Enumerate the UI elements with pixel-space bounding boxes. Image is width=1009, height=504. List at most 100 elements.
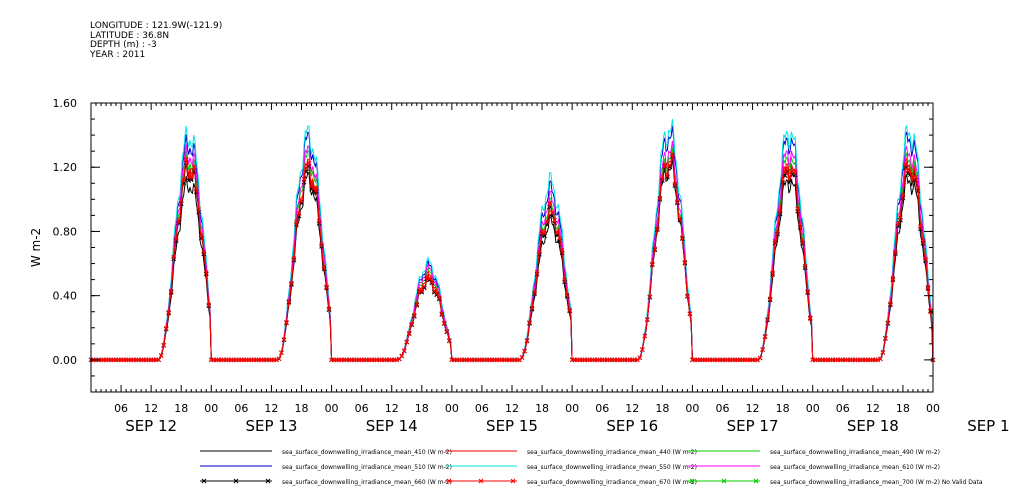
data-point-marker <box>682 260 688 265</box>
data-point-marker <box>805 289 811 294</box>
series-line-7 <box>88 151 936 363</box>
data-point-marker <box>642 333 648 339</box>
x-tick-label: 06 <box>595 402 609 415</box>
series-path <box>91 155 934 361</box>
legend-item: sea_surface_downwelling_irradiance_mean_… <box>445 449 697 456</box>
data-point-marker <box>411 313 417 318</box>
data-point-marker <box>649 261 655 267</box>
data-point-marker <box>173 236 179 241</box>
data-point-marker <box>188 174 194 179</box>
data-point-marker <box>446 338 452 343</box>
legend-label: sea_surface_downwelling_irradiance_mean_… <box>770 449 940 456</box>
series-line-0 <box>91 159 934 361</box>
data-point-marker <box>439 311 445 316</box>
data-point-marker <box>306 160 312 166</box>
data-point-marker <box>923 256 928 262</box>
data-point-marker <box>775 229 780 235</box>
series-line-3 <box>91 125 934 361</box>
data-point-marker <box>191 164 197 170</box>
x-day-label: SEP 16 <box>606 417 658 435</box>
x-day-label: SEP 15 <box>486 417 538 435</box>
x-tick-label: 18 <box>295 402 309 415</box>
data-point-marker <box>770 270 775 276</box>
data-point-marker <box>665 173 670 179</box>
data-point-marker <box>424 274 430 280</box>
data-point-marker <box>206 302 212 308</box>
data-point-marker <box>522 348 527 354</box>
data-point-marker <box>677 216 683 222</box>
x-tick-label: 18 <box>655 402 669 415</box>
data-point-marker <box>888 301 893 307</box>
data-point-marker <box>797 222 803 228</box>
legend-label: sea_surface_downwelling_irradiance_mean_… <box>527 464 697 471</box>
x-tick-label: 00 <box>565 402 579 415</box>
data-point-marker <box>657 195 663 201</box>
x-day-label: SEP 19 <box>967 417 1009 435</box>
x-tick-label: 18 <box>535 402 549 415</box>
x-tick-label: 12 <box>746 402 760 415</box>
series-path <box>91 125 934 361</box>
data-point-marker <box>757 355 763 361</box>
data-point-marker <box>406 330 412 336</box>
data-point-marker <box>567 307 572 313</box>
data-point-marker <box>203 270 209 275</box>
data-point-marker <box>434 291 440 296</box>
data-point-marker <box>404 339 410 345</box>
x-tick-label: 18 <box>776 402 790 415</box>
y-tick-label: 0.00 <box>53 354 78 367</box>
data-point-marker <box>321 264 327 270</box>
data-point-marker <box>772 238 778 244</box>
data-point-marker <box>316 218 322 224</box>
data-point-marker <box>419 288 425 294</box>
data-point-marker <box>687 311 693 316</box>
x-tick-label: 00 <box>445 402 459 415</box>
data-point-marker <box>557 235 562 241</box>
data-point-marker <box>760 347 765 352</box>
y-axis-label: W m-2 <box>29 228 43 267</box>
legend-label: sea_surface_downwelling_irradiance_mean_… <box>282 449 452 456</box>
y-tick-label: 0.40 <box>53 290 78 303</box>
data-point-marker <box>900 192 906 198</box>
data-point-marker <box>807 315 813 321</box>
x-tick-label: 00 <box>325 402 339 415</box>
legend-item: sea_surface_downwelling_irradiance_mean_… <box>200 449 452 456</box>
x-tick-label: 12 <box>144 402 158 415</box>
legend-label: sea_surface_downwelling_irradiance_mean_… <box>770 479 983 486</box>
data-point-marker <box>885 320 891 326</box>
data-point-marker <box>795 206 801 211</box>
data-point-marker <box>301 176 307 182</box>
legend-item: sea_surface_downwelling_irradiance_mean_… <box>688 449 940 456</box>
data-point-marker <box>399 353 405 359</box>
legend-item: sea_surface_downwelling_irradiance_mean_… <box>688 478 983 486</box>
data-point-marker <box>196 207 202 212</box>
data-point-marker <box>274 357 279 363</box>
data-point-marker <box>554 230 560 236</box>
series-path <box>91 119 934 361</box>
header-depth: DEPTH (m) : -3 <box>90 40 157 50</box>
series-path <box>91 150 934 361</box>
data-point-marker <box>401 348 407 354</box>
data-point-marker <box>291 256 297 261</box>
legend-item: sea_surface_downwelling_irradiance_mean_… <box>200 478 452 486</box>
data-point-marker <box>161 342 167 348</box>
data-point-marker <box>524 338 530 343</box>
data-point-marker <box>670 151 675 157</box>
data-point-marker <box>279 350 284 356</box>
x-tick-label: 18 <box>896 402 910 415</box>
data-point-marker <box>414 301 420 307</box>
data-point-marker <box>183 157 189 162</box>
data-point-marker <box>893 249 898 255</box>
data-point-marker <box>915 185 921 191</box>
data-point-marker <box>527 320 532 325</box>
x-tick-label: 12 <box>625 402 639 415</box>
data-point-marker <box>319 242 324 247</box>
data-point-marker <box>547 201 552 206</box>
header-latitude: LATITUDE : 36.8N <box>90 30 170 41</box>
x-tick-label: 06 <box>234 402 248 415</box>
legend-item: sea_surface_downwelling_irradiance_mean_… <box>688 464 940 471</box>
legend-marker <box>265 478 271 484</box>
data-point-marker <box>792 169 798 175</box>
data-point-marker <box>163 326 169 331</box>
data-point-marker <box>767 296 773 302</box>
data-point-marker <box>680 235 685 241</box>
